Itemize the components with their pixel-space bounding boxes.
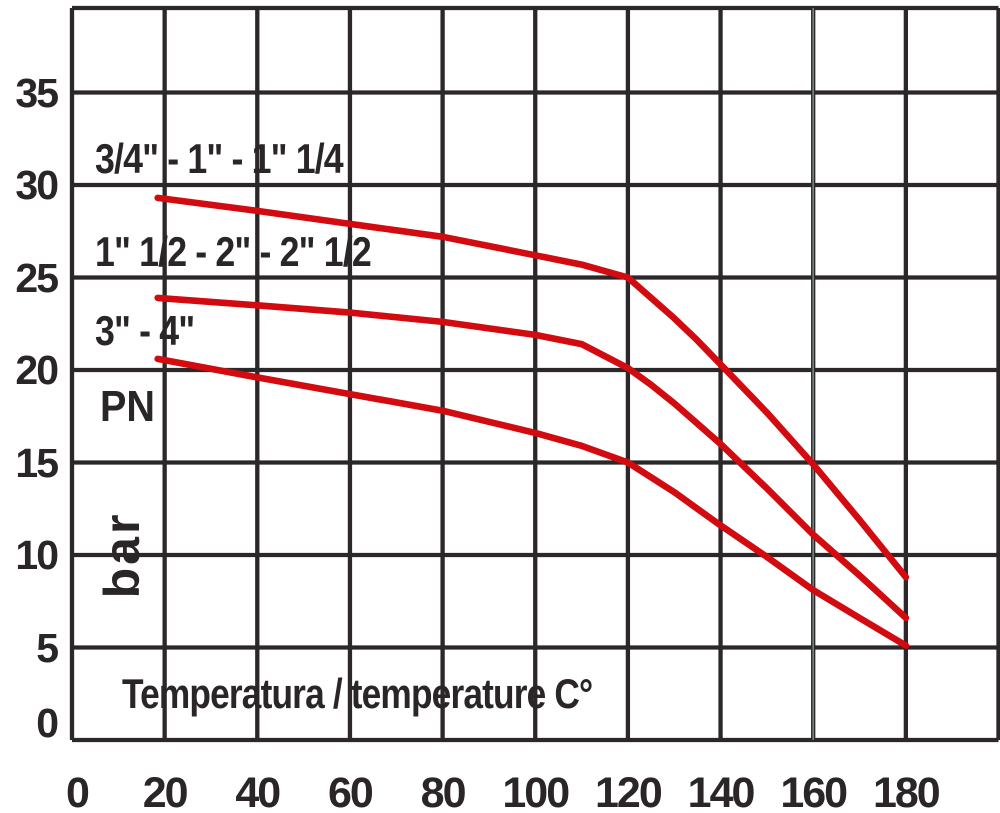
- y-tick-label-5: 5: [36, 624, 59, 671]
- y-axis-pn-label: PN: [100, 382, 156, 431]
- rating-curves: [154, 194, 910, 649]
- y-tick-label-10: 10: [15, 532, 59, 578]
- x-tick-label-180: 180: [872, 769, 941, 813]
- x-axis-title: Temperatura / temperature C°: [122, 670, 593, 717]
- x-tick-label-160: 160: [780, 769, 848, 813]
- y-axis-unit-label: bar: [94, 511, 150, 599]
- rating-curve-3: [154, 355, 910, 649]
- x-tick-label-60: 60: [328, 769, 374, 813]
- y-tick-label-30: 30: [15, 162, 59, 208]
- y-tick-label-15: 15: [15, 439, 59, 486]
- y-tick-label-35: 35: [15, 69, 59, 116]
- x-tick-label-140: 140: [687, 769, 756, 813]
- curve-label-small-sizes: 3/4" - 1" - 1" 1/4: [95, 135, 344, 182]
- gridlines: [69, 5, 1000, 743]
- x-tick-label-120: 120: [595, 769, 663, 813]
- y-tick-label-0: 0: [36, 700, 59, 746]
- x-tick-label-80: 80: [420, 769, 467, 813]
- x-tick-label-40: 40: [235, 769, 281, 813]
- y-tick-label-20: 20: [15, 347, 59, 393]
- rating-curve-1: [154, 194, 910, 581]
- x-tick-label-20: 20: [142, 769, 189, 813]
- curve-label-large-sizes: 3" - 4": [95, 307, 195, 354]
- rating-curve-2: [154, 294, 910, 622]
- x-tick-label-100: 100: [502, 769, 570, 813]
- x-tick-label-0: 0: [66, 769, 90, 813]
- curve-label-medium-sizes: 1" 1/2 - 2" - 2" 1/2: [95, 228, 372, 275]
- y-tick-label-25: 25: [15, 254, 59, 301]
